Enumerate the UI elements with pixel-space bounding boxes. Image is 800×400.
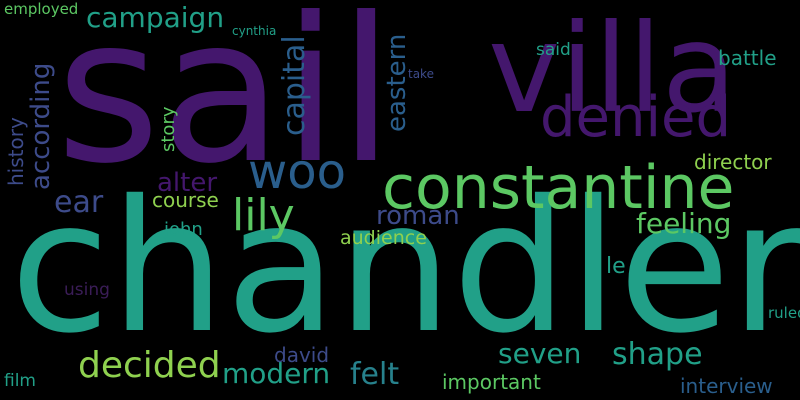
word-ruled: ruled (768, 304, 800, 322)
word-feeling: feeling (636, 207, 732, 240)
word-chandler: chandler (10, 161, 800, 373)
word-campaign: campaign (86, 1, 225, 34)
word-roman: roman (376, 201, 460, 231)
word-capital: capital (277, 35, 312, 136)
word-denied: denied (540, 85, 732, 150)
word-history: history (4, 117, 28, 186)
word-using: using (64, 280, 110, 300)
word-ear: ear (54, 185, 104, 220)
word-david: david (274, 343, 330, 367)
word-sail: sail (56, 0, 394, 208)
word-modern: modern (222, 357, 331, 390)
word-employed: employed (4, 0, 79, 18)
word-shape: shape (612, 337, 703, 372)
word-decided: decided (78, 345, 221, 386)
word-john: john (164, 219, 203, 240)
word-woo: woo (248, 144, 346, 200)
word-battle: battle (718, 46, 777, 70)
word-constantine: constantine (382, 153, 735, 223)
word-film: film (4, 371, 36, 391)
word-important: important (442, 370, 541, 394)
word-director: director (694, 150, 772, 174)
word-seven: seven (498, 337, 582, 370)
word-cynthia: cynthia (232, 24, 277, 38)
word-audience: audience (340, 227, 427, 249)
word-take: take (408, 67, 434, 81)
word-eastern: eastern (382, 33, 412, 132)
word-alter: alter (157, 168, 218, 198)
word-villa: villa (488, 0, 737, 140)
word-course: course (152, 188, 219, 212)
word-according: according (26, 62, 56, 190)
word-felt: felt (350, 357, 400, 392)
word-le: le (606, 254, 626, 279)
word-lily: lily (232, 190, 295, 241)
word-interview: interview (680, 374, 773, 398)
word-said: said (536, 40, 571, 60)
word-story: story (158, 106, 179, 152)
